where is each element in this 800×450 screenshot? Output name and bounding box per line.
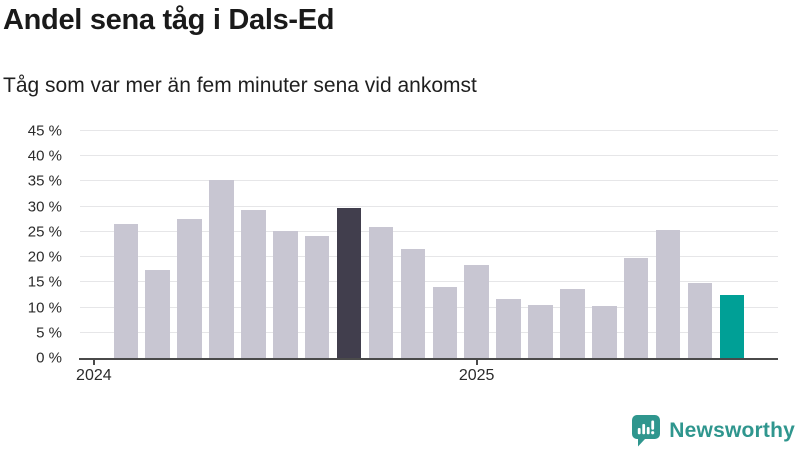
y-tick-label-45: 45 %	[27, 122, 62, 140]
gridline-30	[80, 205, 778, 207]
bar-mar-2024	[145, 270, 170, 358]
y-tick-label-35: 35 %	[27, 172, 62, 190]
y-tick-label-30: 30 %	[27, 198, 62, 216]
y-tick-label-20: 20 %	[27, 248, 62, 266]
y-tick-label-25: 25 %	[27, 223, 62, 241]
gridline-15	[80, 281, 778, 283]
gridline-5	[80, 331, 778, 333]
y-tick-label-5: 5 %	[36, 324, 62, 342]
bar-aug-2025	[687, 282, 713, 358]
bar-feb-2025	[496, 298, 521, 358]
x-tick-2024	[92, 358, 95, 365]
gridline-25	[80, 230, 778, 232]
bar-mar-2025	[528, 304, 553, 358]
y-tick-label-40: 40 %	[27, 147, 62, 165]
chart-title: Andel sena tåg i Dals-Ed	[3, 4, 335, 36]
bar-nov-2024	[400, 248, 426, 358]
gridline-35	[80, 180, 778, 182]
x-axis-line	[79, 358, 778, 360]
bar-jun-2025	[623, 257, 649, 358]
bar-dec-2024	[432, 287, 457, 358]
chart-subtitle: Tåg som var mer än fem minuter sena vid …	[3, 74, 477, 97]
bar-jun-2024	[241, 210, 266, 358]
x-tick-label-2025: 2025	[458, 367, 495, 384]
bar-aug-2024	[304, 235, 330, 358]
x-tick-label-2024: 2024	[76, 367, 112, 384]
gridline-20	[80, 256, 778, 258]
y-axis-labels: 0 % 5 % 10 % 15 % 20 % 25 % 30 % 35 % 40 % 45 %	[0, 123, 70, 367]
bar-feb-2024	[113, 224, 138, 358]
bar-maj-2025	[592, 306, 617, 358]
newsworthy-wordmark: Newsworthy	[669, 419, 795, 442]
bar-jan-2025	[464, 264, 489, 358]
newsworthy-bubble-chart-icon	[632, 415, 661, 447]
gridline-40	[80, 155, 778, 157]
gridline-10	[80, 306, 778, 308]
y-tick-label-15: 15 %	[27, 273, 62, 291]
bar-apr-2025	[560, 288, 585, 358]
y-tick-label-10: 10 %	[27, 299, 62, 317]
plot-area: 2024 2025	[76, 130, 778, 384]
bar-jul-2024	[273, 230, 298, 358]
newsworthy-logo[interactable]: Newsworthy	[632, 415, 795, 447]
y-tick-label-0: 0 %	[36, 349, 62, 367]
gridline-45	[80, 130, 778, 131]
speech-bubble-shape	[632, 415, 661, 447]
bar-apr-2024	[177, 219, 202, 358]
bar-jul-2025	[655, 229, 681, 358]
bar-sep-2024	[336, 208, 362, 358]
x-tick-2025	[475, 358, 478, 365]
bar-sep-2025	[719, 295, 745, 358]
bar-okt-2024	[368, 226, 394, 358]
bar-maj-2024	[209, 179, 234, 358]
